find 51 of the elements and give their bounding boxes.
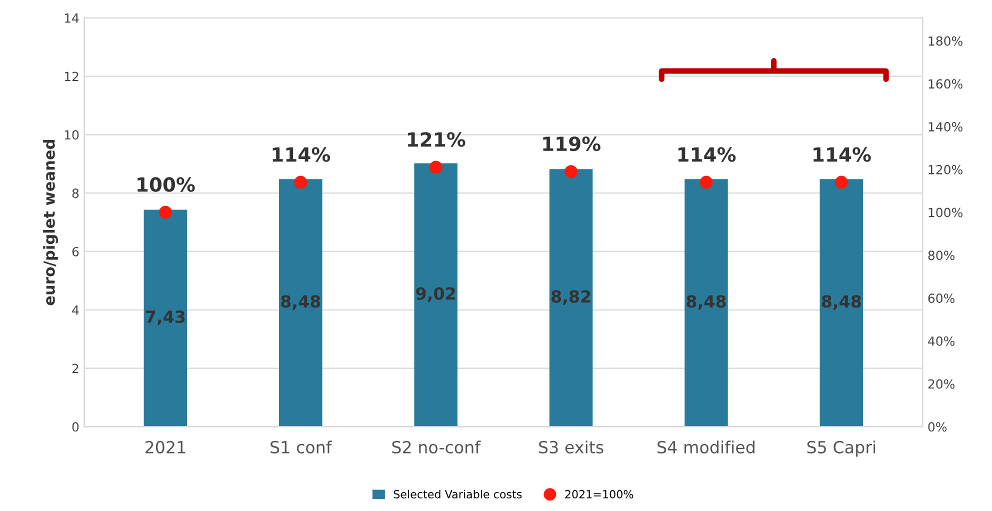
data-label: 100%: [138, 177, 195, 192]
legend-label: Selected Variable costs: [394, 490, 522, 498]
y2-tick-label: 40%: [928, 336, 955, 346]
y2-tick-label: 60%: [928, 294, 955, 303]
x-tick-label: S2 no-conf: [392, 440, 481, 454]
point: [294, 176, 308, 189]
y-tick-label: 2: [72, 364, 78, 374]
x-tick-label: 2021: [145, 440, 186, 454]
y2-tick-label: 140%: [928, 122, 962, 132]
point: [564, 165, 578, 178]
y2-tick-label: 80%: [928, 250, 955, 260]
bar: [414, 163, 458, 427]
y2-tick-label: 180%: [928, 36, 962, 46]
y2-tick-label: 0%: [928, 422, 947, 432]
data-label: 119%: [543, 136, 600, 152]
bar: [279, 179, 322, 427]
bar: [820, 179, 864, 427]
x-tick-label: S5 Capri: [807, 440, 876, 457]
data-label: 8,48: [686, 295, 726, 310]
y2-tick-label: 120%: [928, 164, 962, 174]
y-tick-label: 12: [64, 72, 78, 82]
point: [834, 176, 848, 189]
y-axis-title: euro/piglet weaned: [43, 140, 58, 306]
data-label: 114%: [272, 147, 330, 162]
bar: [549, 169, 593, 427]
x-tick-label: S4 modified: [658, 440, 754, 454]
x-tick-label: S3 exits: [539, 440, 604, 454]
data-label: 8,82: [552, 290, 590, 305]
legend-label: 2021=100%: [565, 490, 634, 498]
point: [700, 176, 713, 189]
y-tick-label: 8: [72, 188, 79, 198]
bar: [144, 210, 188, 427]
data-label: 9,02: [416, 287, 455, 302]
bar: [684, 179, 728, 427]
data-label: 8,48: [822, 295, 861, 310]
y-tick-label: 4: [72, 306, 79, 315]
point: [158, 206, 172, 219]
y-tick-label: 14: [64, 14, 79, 23]
data-label: 114%: [678, 147, 736, 162]
y2-tick-label: 160%: [928, 79, 962, 89]
x-tick-label: S1 conf: [270, 440, 332, 454]
point: [429, 160, 442, 174]
y-tick-label: 0: [72, 422, 79, 432]
y2-tick-label: 100%: [928, 208, 962, 218]
data-label: 114%: [814, 147, 871, 162]
y-tick-label: 6: [72, 246, 79, 256]
data-label: 8,48: [281, 295, 320, 310]
data-label: 7,43: [146, 310, 185, 326]
y2-tick-label: 20%: [928, 379, 955, 389]
y-tick-label: 10: [64, 130, 79, 140]
data-label: 121%: [408, 132, 466, 147]
